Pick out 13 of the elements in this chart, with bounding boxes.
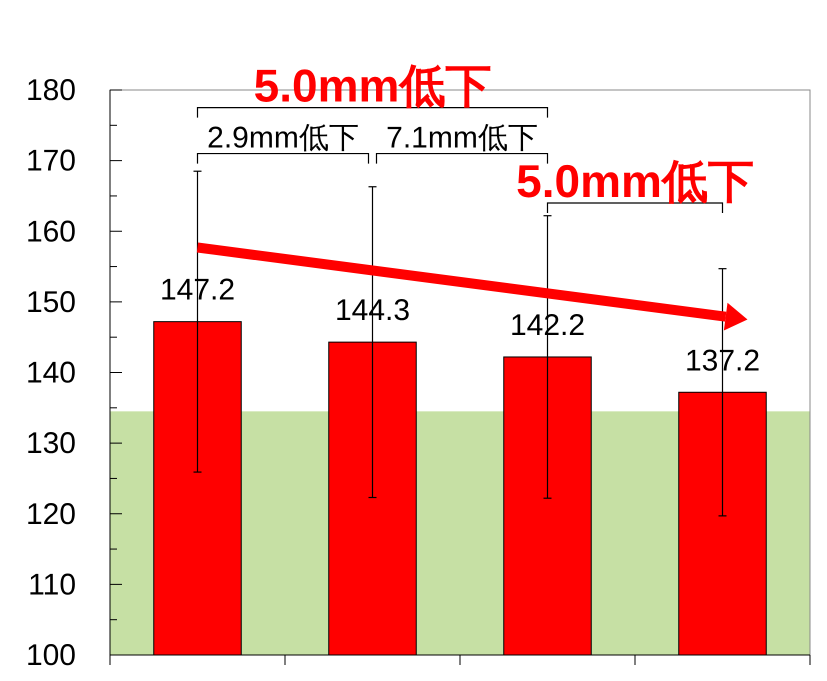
annotation: 2.9mm低下 (207, 122, 359, 155)
annotation: 7.1mm低下 (386, 122, 538, 155)
y-tick-label: 100 (26, 639, 76, 672)
y-tick-label: 170 (26, 144, 76, 178)
y-tick-label: 150 (26, 286, 76, 319)
y-tick-label: 180 (26, 74, 76, 107)
y-tick-label: 110 (28, 568, 76, 602)
y-tick-label: 130 (26, 427, 76, 460)
y-tick-label: 160 (26, 215, 76, 248)
annotation: 5.0mm低下 (254, 60, 492, 112)
y-tick-label: 120 (26, 498, 76, 531)
annotation: 5.0mm低下 (516, 155, 754, 207)
y-tick-label: 140 (26, 356, 76, 390)
